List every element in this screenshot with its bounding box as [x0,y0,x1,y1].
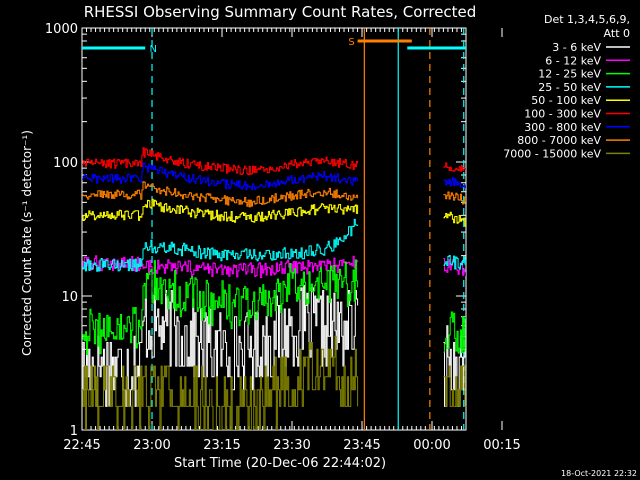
x-tick-label: 23:15 [203,438,240,453]
x-axis-label: Start Time (20-Dec-06 22:44:02) [174,456,386,471]
chart-title: RHESSI Observing Summary Count Rates, Co… [84,3,477,21]
legend-label: 50 - 100 keV [531,94,601,107]
legend-label: 7000 - 15000 keV [503,147,601,160]
footer-timestamp: 18-Oct-2021 22:32 [561,469,637,478]
series-line [82,218,466,272]
series-line [82,162,466,191]
legend-label: 800 - 7000 keV [517,134,601,147]
series-line [82,259,466,355]
y-tick-label: 100 [53,156,78,171]
x-tick-label: 00:00 [413,438,450,453]
series-line [82,147,466,176]
legend-label: 300 - 800 keV [524,121,601,134]
series-line [82,198,466,227]
flag-label: N [150,44,157,55]
legend-label: 6 - 12 keV [545,54,601,67]
legend-label: 100 - 300 keV [524,108,601,121]
legend-header-attenuator: Att 0 [604,27,630,40]
x-tick-label: 23:00 [133,438,170,453]
legend-label: 12 - 25 keV [538,68,601,81]
legend-header-detectors: Det 1,3,4,5,6,9, [544,13,630,26]
flag-label: S [348,37,354,48]
plot-area: 1 10 100 1000 22:45 23:00 23:15 23:30 23:45 00:00… [45,22,521,453]
legend-label: 25 - 50 keV [538,81,601,94]
series-line [82,335,466,430]
y-tick-label: 1000 [45,22,78,37]
y-axis-label: Corrected Count Rate (s⁻¹ detector⁻¹) [20,130,34,356]
y-tick-label: 10 [61,290,78,305]
x-tick-label: 22:45 [63,438,100,453]
y-tick-label: 1 [70,424,78,439]
x-tick-label: 23:30 [273,438,310,453]
plot-frame [81,27,467,431]
series-line [82,181,466,208]
x-tick-label: 00:15 [483,438,520,453]
legend-label: 3 - 6 keV [552,41,601,54]
x-tick-label: 23:45 [343,438,380,453]
